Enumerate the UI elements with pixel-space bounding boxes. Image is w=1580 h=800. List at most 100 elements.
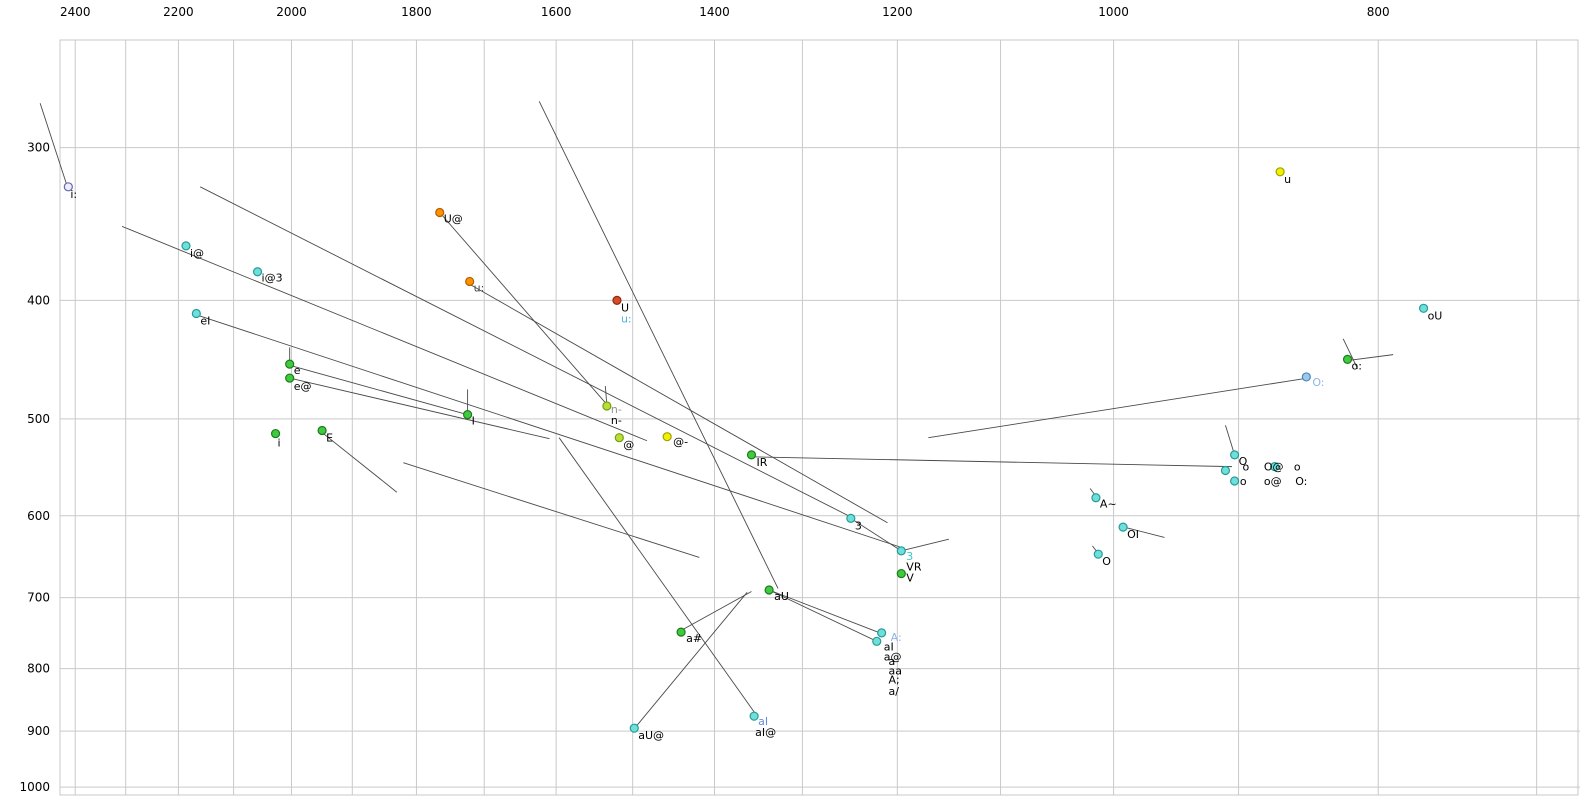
point-u[interactable]: [1275, 167, 1285, 177]
point-label: oU: [1428, 309, 1443, 322]
point-n-bar[interactable]: [602, 401, 612, 411]
point-ei[interactable]: [191, 308, 201, 319]
trajectory-line: [403, 462, 700, 558]
point-i-schwa-3[interactable]: [252, 267, 263, 277]
point-a-long[interactable]: [877, 628, 887, 638]
point-o-cluster-3[interactable]: [1270, 462, 1280, 472]
point-ai-schwa[interactable]: [749, 711, 759, 721]
trajectory-line: [321, 432, 398, 493]
point-label: e: [294, 364, 301, 377]
point-ir[interactable]: [746, 450, 757, 460]
x-tick-label: 1400: [699, 5, 730, 19]
trajectory-line: [928, 377, 1308, 439]
point-o-cluster-2[interactable]: [1220, 465, 1231, 476]
point-e-schwa[interactable]: [285, 373, 295, 383]
annotation-label: O:: [1295, 475, 1307, 488]
point-schwa-bar[interactable]: [662, 432, 672, 442]
point-label: u:: [474, 281, 485, 294]
point-ou[interactable]: [1418, 303, 1429, 313]
point-label: e@: [294, 380, 312, 393]
point-au-schwa[interactable]: [629, 723, 639, 733]
point-label: V: [906, 572, 914, 585]
point-i-long[interactable]: [63, 182, 73, 192]
point-label: aI: [884, 640, 894, 653]
point-au[interactable]: [764, 585, 774, 595]
x-tick-label: 800: [1367, 5, 1390, 19]
point-3-low[interactable]: [896, 546, 906, 556]
point-cap-u-schwa[interactable]: [435, 207, 445, 218]
point-label: i: [278, 437, 281, 450]
y-tick-label: 800: [27, 662, 50, 676]
point-label: a@: [884, 650, 902, 663]
point-turned-v[interactable]: [896, 568, 906, 579]
point-schwa[interactable]: [614, 433, 624, 443]
point-cap-u[interactable]: [612, 295, 622, 305]
point-e[interactable]: [285, 359, 295, 369]
x-tick-label: 2200: [163, 5, 194, 19]
point-label: IR: [757, 456, 768, 469]
point-label: i:: [70, 188, 77, 201]
point-label: eI: [200, 314, 210, 327]
point-a-nasal[interactable]: [1091, 493, 1101, 503]
trajectory-line: [751, 456, 1232, 468]
x-tick-label: 1200: [882, 5, 913, 19]
point-label: u:: [621, 312, 632, 325]
point-label: aI@: [755, 726, 776, 739]
point-u-long[interactable]: [465, 276, 475, 287]
annotation-label: a: [888, 655, 895, 668]
trajectory-line: [196, 314, 905, 549]
point-label: i@: [190, 247, 204, 260]
trajectory-line: [439, 212, 606, 404]
point-o-long[interactable]: [1342, 354, 1353, 364]
annotation-label: o@: [1264, 475, 1282, 488]
x-tick-label: 2000: [276, 5, 307, 19]
y-tick-label: 500: [27, 412, 50, 426]
point-3[interactable]: [846, 513, 856, 524]
x-tick-label: 1000: [1098, 5, 1129, 19]
trajectory-line: [469, 283, 888, 524]
point-a-hash[interactable]: [676, 627, 686, 637]
trajectory-line: [850, 518, 902, 552]
annotation-label: A;: [888, 674, 899, 687]
point-label: a#: [686, 632, 702, 645]
point-cap-o-long[interactable]: [1301, 372, 1311, 382]
point-o-cluster-4[interactable]: [1229, 476, 1240, 486]
trajectory-line: [1347, 354, 1394, 362]
point-label: I: [472, 415, 475, 428]
annotation-label: aa: [888, 665, 901, 678]
point-label: n-: [611, 414, 622, 427]
trajectory-line: [289, 377, 550, 440]
point-cap-e[interactable]: [317, 425, 327, 436]
annotation-label: o: [1294, 461, 1301, 474]
point-i[interactable]: [270, 428, 281, 439]
annotation-label: O@: [1264, 461, 1284, 474]
trajectory-line: [768, 589, 882, 634]
trajectory-line: [289, 364, 468, 416]
point-cap-i[interactable]: [462, 410, 473, 420]
annotation-label: o: [1240, 475, 1247, 488]
point-label: U@: [444, 212, 463, 225]
point-label: aU@: [638, 729, 664, 742]
trajectory-line: [681, 591, 752, 631]
point-label: o:: [1352, 359, 1362, 372]
y-tick-label: 1000: [19, 780, 50, 794]
trajectory-line: [199, 186, 854, 519]
point-i-schwa[interactable]: [181, 241, 191, 251]
point-label: U: [621, 301, 629, 314]
x-tick-label: 2400: [60, 5, 91, 19]
point-o-cluster-1[interactable]: [1229, 450, 1240, 460]
trajectory-line: [1124, 526, 1165, 538]
x-tick-label: 1600: [541, 5, 572, 19]
y-tick-label: 600: [27, 509, 50, 523]
trajectory-line: [1225, 425, 1236, 455]
point-oi[interactable]: [1118, 522, 1128, 532]
plot-border: [59, 39, 1579, 796]
y-tick-label: 900: [27, 724, 50, 738]
point-label: O: [1102, 555, 1111, 568]
point-ai-cluster[interactable]: [872, 636, 882, 646]
point-label: @-: [673, 436, 688, 449]
trajectory-line: [768, 589, 877, 642]
point-cap-o[interactable]: [1093, 549, 1103, 559]
trajectory-line: [121, 225, 648, 442]
